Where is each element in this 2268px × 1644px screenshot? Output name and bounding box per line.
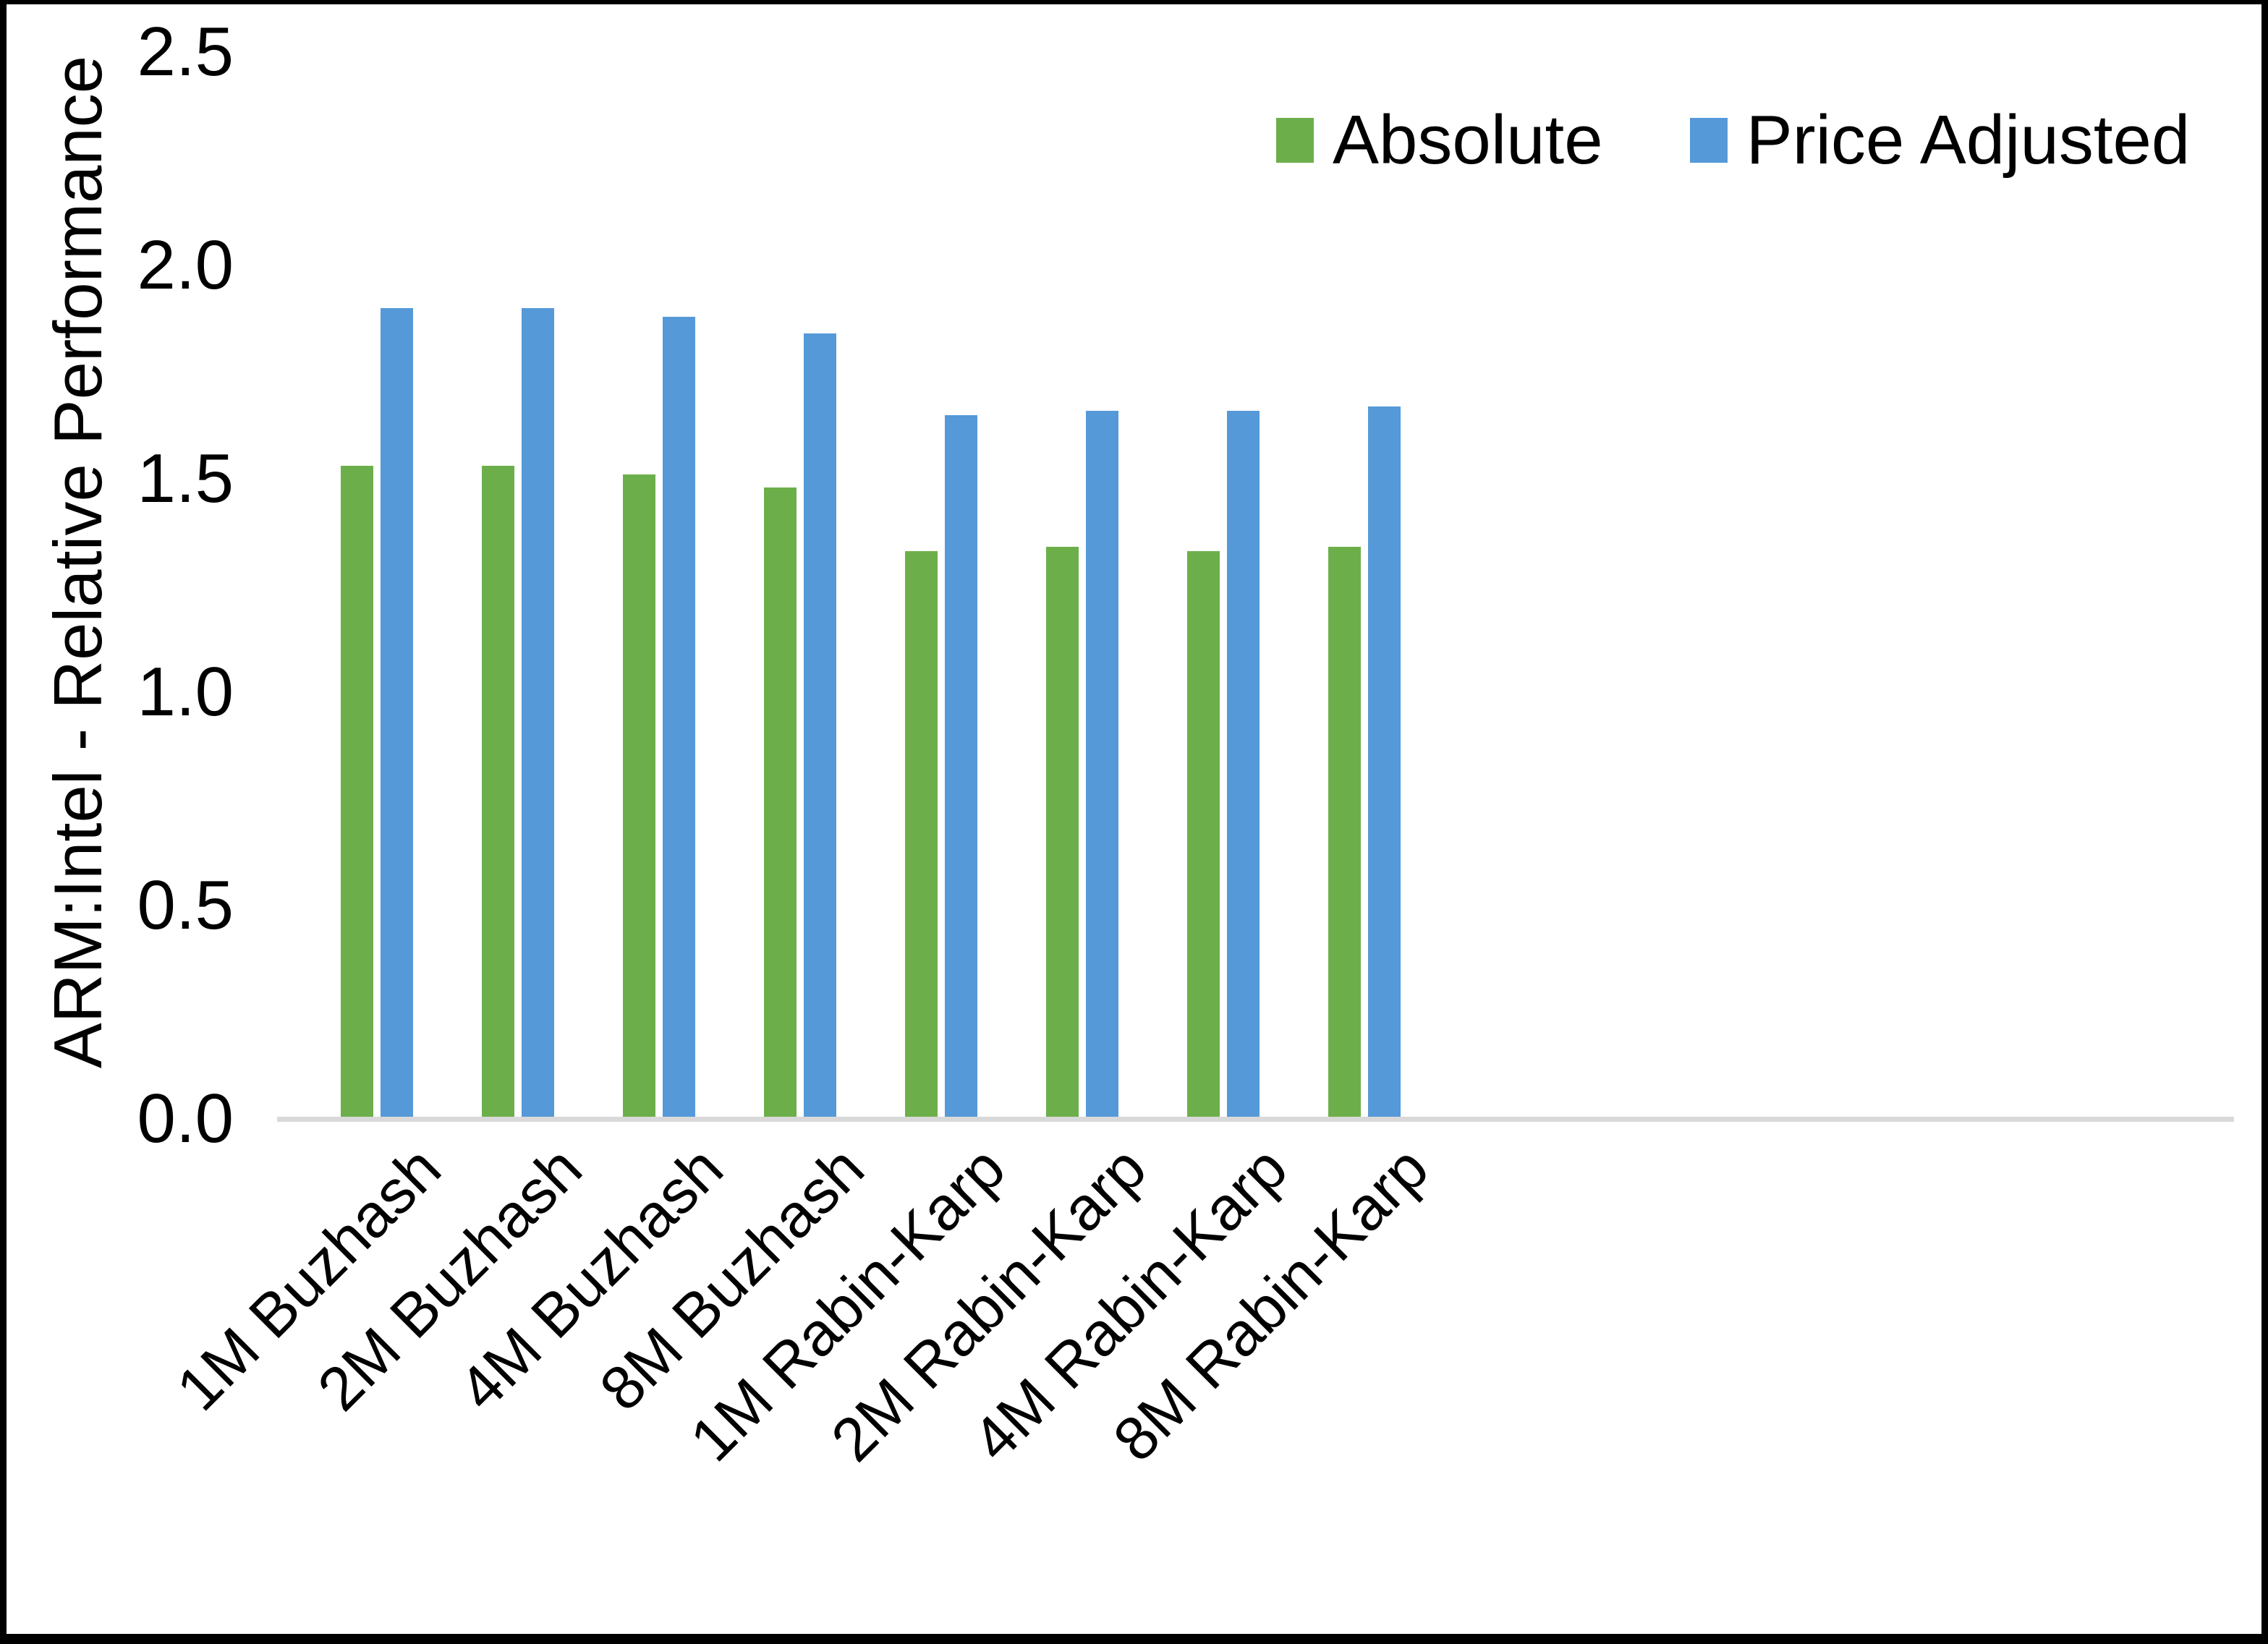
bar-absolute[interactable]: [905, 551, 938, 1119]
bar-group: [309, 52, 450, 1119]
bar-absolute[interactable]: [1187, 551, 1220, 1119]
bar-group: [450, 52, 591, 1119]
bar-group: [1155, 52, 1296, 1119]
y-axis-title: ARM:Intel - Relative Performance: [38, 4, 118, 1119]
y-axis-tick-label: 1.0: [137, 653, 234, 731]
legend-swatch-price-adjusted: [1689, 118, 1728, 163]
legend-label: Price Adjusted: [1746, 101, 2191, 179]
bar-absolute[interactable]: [1328, 547, 1361, 1119]
chart-legend: Absolute Price Adjusted: [1276, 106, 2190, 175]
bar-group: [732, 52, 873, 1119]
bar-absolute[interactable]: [764, 487, 797, 1119]
y-axis-tick-label: 2.5: [137, 13, 234, 90]
category-axis-line: [277, 1117, 2234, 1122]
legend-item[interactable]: Price Adjusted: [1689, 101, 2191, 179]
bar-price-adjusted[interactable]: [663, 316, 695, 1119]
bar-absolute[interactable]: [1046, 547, 1079, 1119]
bar-group: [1296, 52, 1437, 1119]
bar-price-adjusted[interactable]: [1227, 410, 1260, 1119]
bar-absolute[interactable]: [623, 474, 655, 1119]
bar-price-adjusted[interactable]: [945, 414, 977, 1119]
bar-price-adjusted[interactable]: [522, 308, 554, 1119]
bar-group: [1014, 52, 1155, 1119]
y-axis-tick-label: 0.0: [137, 1080, 234, 1157]
y-axis-tick-label: 1.5: [137, 440, 234, 517]
y-axis-tick-label: 0.5: [137, 866, 234, 944]
bar-price-adjusted[interactable]: [1086, 410, 1118, 1119]
legend-swatch-absolute: [1276, 118, 1314, 163]
bar-absolute[interactable]: [482, 466, 514, 1119]
bar-price-adjusted[interactable]: [804, 333, 836, 1119]
bar-price-adjusted[interactable]: [1368, 406, 1401, 1119]
legend-item[interactable]: Absolute: [1276, 106, 1603, 175]
bar-absolute[interactable]: [341, 466, 373, 1119]
bar-group: [873, 52, 1014, 1119]
y-axis-tick-label: 2.0: [137, 226, 234, 304]
bar-price-adjusted[interactable]: [381, 308, 413, 1119]
legend-label: Absolute: [1333, 101, 1603, 179]
plot-area: [277, 52, 2227, 1119]
bar-group: [591, 52, 732, 1119]
